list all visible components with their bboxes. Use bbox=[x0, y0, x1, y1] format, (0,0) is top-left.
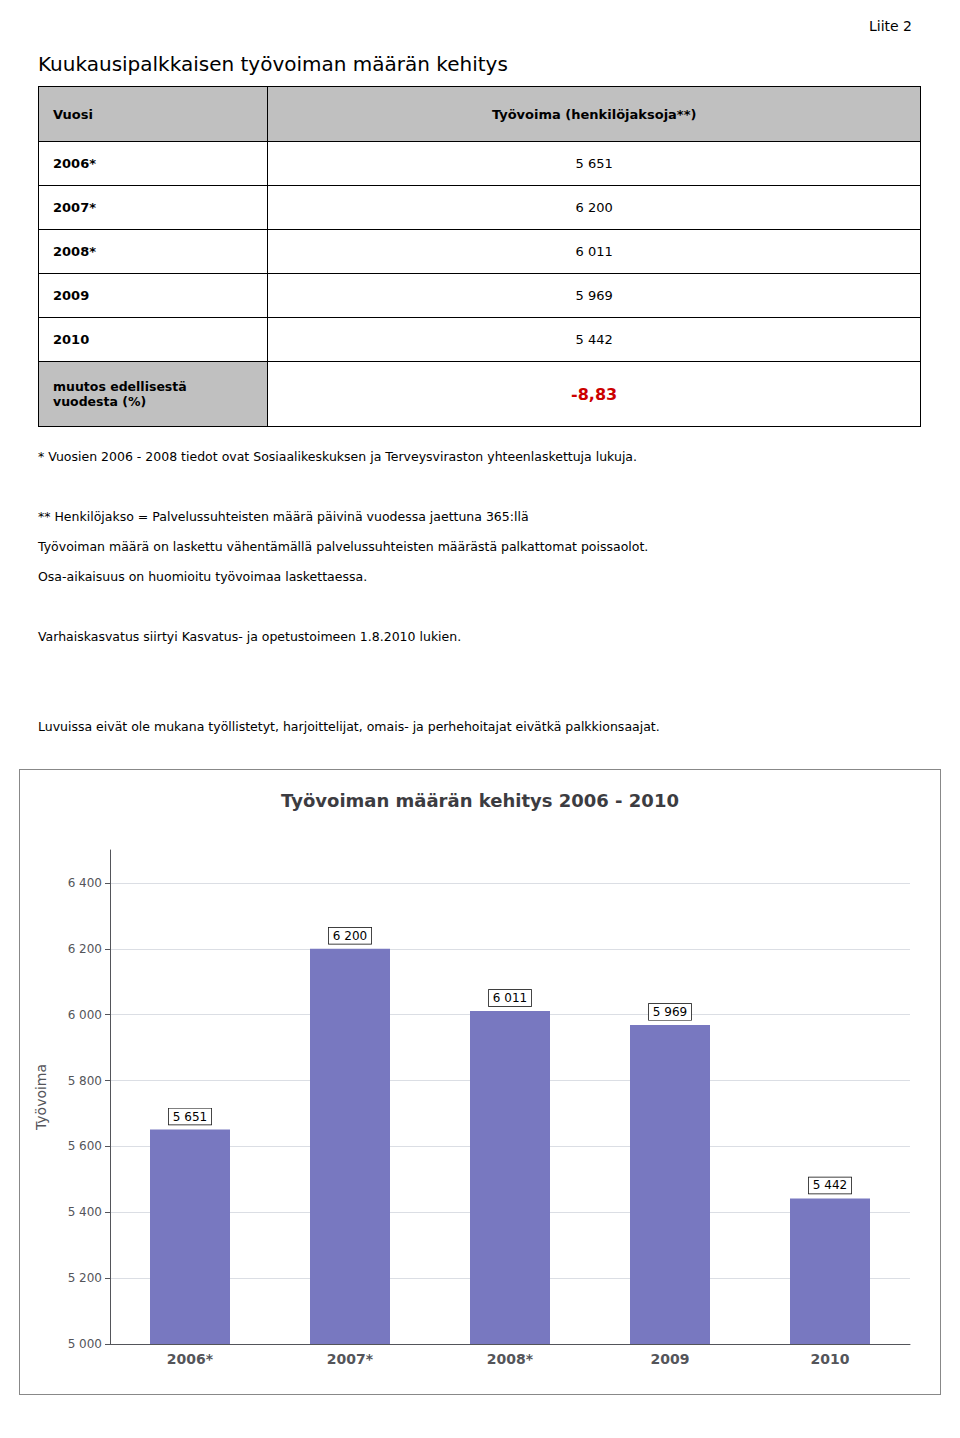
svg-text:5 000: 5 000 bbox=[68, 1337, 102, 1351]
html-text:Varhaiskasvatus siirtyi Kasvat: Varhaiskasvatus siirtyi Kasvatus- ja ope… bbox=[38, 629, 462, 644]
html-text:Osa-aikaisuus on huomioitu työ: Osa-aikaisuus on huomioitu työvoimaa las… bbox=[38, 569, 368, 584]
html-text:2008*: 2008* bbox=[53, 244, 96, 259]
html-text:* Vuosien 2006 - 2008 tiedot o: * Vuosien 2006 - 2008 tiedot ovat Sosiaa… bbox=[38, 449, 637, 464]
html-text:** Henkilöjakso = Palvelussuht: ** Henkilöjakso = Palvelussuhteisten mää… bbox=[38, 509, 529, 524]
html-text:muutos edellisestä vuodesta (%: muutos edellisestä vuodesta (%) bbox=[53, 379, 187, 409]
svg-text:2008*: 2008* bbox=[487, 1351, 534, 1367]
svg-text:6 200: 6 200 bbox=[68, 942, 102, 956]
html-text:2006*: 2006* bbox=[53, 156, 96, 171]
html-text:Kuukausipalkkaisen työvoiman m: Kuukausipalkkaisen työvoiman määrän kehi… bbox=[38, 52, 508, 76]
svg-text:2010: 2010 bbox=[811, 1351, 850, 1367]
html-text:Luvuissa eivät ole mukana työl: Luvuissa eivät ole mukana työllistetyt, … bbox=[38, 719, 660, 734]
svg-text:6 400: 6 400 bbox=[68, 876, 102, 890]
html-text:6 200: 6 200 bbox=[575, 200, 613, 215]
svg-text:2007*: 2007* bbox=[327, 1351, 374, 1367]
svg-text:5 800: 5 800 bbox=[68, 1074, 102, 1088]
svg-text:6 000: 6 000 bbox=[68, 1008, 102, 1022]
html-text:5 651: 5 651 bbox=[575, 156, 613, 171]
svg-text:Työvoima: Työvoima bbox=[33, 1064, 49, 1131]
svg-text:5 969: 5 969 bbox=[653, 1005, 687, 1019]
html-text:5 442: 5 442 bbox=[575, 332, 613, 347]
svg-text:5 442: 5 442 bbox=[813, 1178, 847, 1192]
html-text:2010: 2010 bbox=[53, 332, 90, 347]
svg-text:6 011: 6 011 bbox=[493, 991, 527, 1005]
html-text:6 011: 6 011 bbox=[575, 244, 613, 259]
svg-text:2009: 2009 bbox=[651, 1351, 690, 1367]
svg-text:5 651: 5 651 bbox=[173, 1110, 207, 1124]
svg-text:6 200: 6 200 bbox=[333, 929, 367, 943]
svg-text:2006*: 2006* bbox=[167, 1351, 214, 1367]
html-text:Liite 2: Liite 2 bbox=[869, 18, 912, 34]
svg-text:5 600: 5 600 bbox=[68, 1139, 102, 1153]
svg-text:Työvoiman määrän kehitys 2006: Työvoiman määrän kehitys 2006 - 2010 bbox=[281, 790, 679, 811]
svg-text:5 400: 5 400 bbox=[68, 1205, 102, 1219]
html-text:5 969: 5 969 bbox=[575, 288, 613, 303]
html-text:2007*: 2007* bbox=[53, 200, 96, 215]
html-text:Työvoima (henkilöjaksoja**): Työvoima (henkilöjaksoja**) bbox=[491, 106, 697, 122]
html-text:-8,83: -8,83 bbox=[571, 384, 618, 404]
svg-text:5 200: 5 200 bbox=[68, 1271, 102, 1285]
html-text:Työvoiman määrä on laskettu vä: Työvoiman määrä on laskettu vähentämällä… bbox=[38, 539, 649, 554]
html-text:Vuosi: Vuosi bbox=[53, 106, 93, 122]
html-text:2009: 2009 bbox=[53, 288, 90, 303]
